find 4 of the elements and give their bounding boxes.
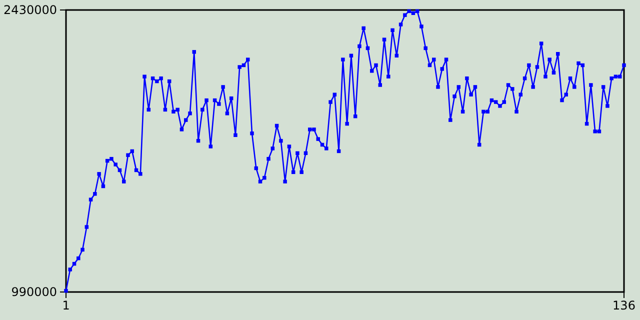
x-tick-label: 1 [62,298,70,313]
y-tick-label: 990000 [11,284,57,299]
x-tick-label: 136 [612,298,636,313]
y-tick-label: 2430000 [4,2,57,17]
